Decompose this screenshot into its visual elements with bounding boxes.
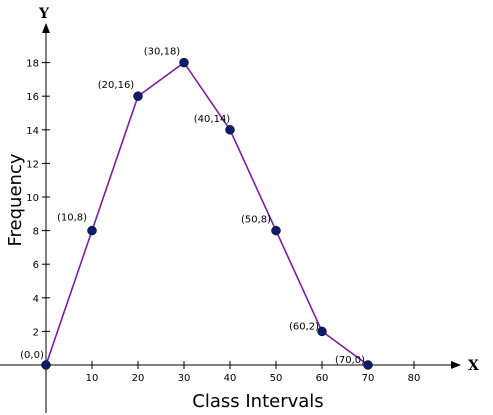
- data-label: (40,14): [194, 114, 231, 125]
- x-tick-label: 40: [224, 373, 237, 384]
- y-tick-label: 4: [33, 294, 39, 305]
- data-point: [363, 360, 373, 370]
- data-point: [41, 360, 51, 370]
- data-label: (70,0): [335, 355, 365, 366]
- data-label: (10,8): [57, 213, 87, 224]
- x-tick-label: 60: [316, 373, 329, 384]
- data-point: [87, 225, 97, 236]
- data-labels: (0,0) (10,8) (20,16) (30,18) (40,14) (50,8) (6…: [20, 47, 365, 366]
- data-point: [179, 57, 189, 68]
- y-tick-label: 10: [26, 193, 39, 204]
- data-label: (50,8): [241, 215, 271, 226]
- y-axis-title: Frequency: [5, 153, 26, 246]
- y-tick-label: 16: [26, 92, 39, 103]
- y-tick-label: 14: [26, 126, 39, 137]
- y-tick-label: 8: [33, 227, 39, 238]
- x-tick-label: 10: [86, 373, 99, 384]
- data-point: [133, 91, 143, 101]
- data-label: (20,16): [98, 80, 135, 91]
- y-axis-letter: Y: [38, 6, 50, 22]
- y-tick-label: 6: [33, 260, 39, 271]
- x-tick-label: 70: [362, 373, 375, 384]
- data-points: [41, 57, 373, 370]
- x-axis-letter: X: [468, 358, 479, 374]
- y-tick-label: 2: [33, 327, 39, 338]
- y-tick-label: 12: [26, 159, 39, 170]
- x-axis-title: Class Intervals: [192, 391, 323, 412]
- data-point: [317, 326, 327, 337]
- x-tick-label: 20: [132, 373, 145, 384]
- series-line: [45, 61, 369, 366]
- data-label: (60,2): [289, 321, 319, 332]
- y-tick-label: 18: [26, 59, 39, 70]
- data-label: (0,0): [20, 350, 44, 361]
- data-label: (30,18): [144, 47, 181, 58]
- x-tick-label: 80: [408, 373, 421, 384]
- y-ticks: 2 4 6 8 10 12 14 16 18: [26, 59, 50, 338]
- x-tick-label: 50: [270, 373, 283, 384]
- x-ticks: 10 20 30 40 50 60 70 80: [86, 361, 421, 384]
- x-tick-label: 30: [178, 373, 191, 384]
- data-point: [271, 225, 281, 236]
- data-point: [225, 125, 235, 135]
